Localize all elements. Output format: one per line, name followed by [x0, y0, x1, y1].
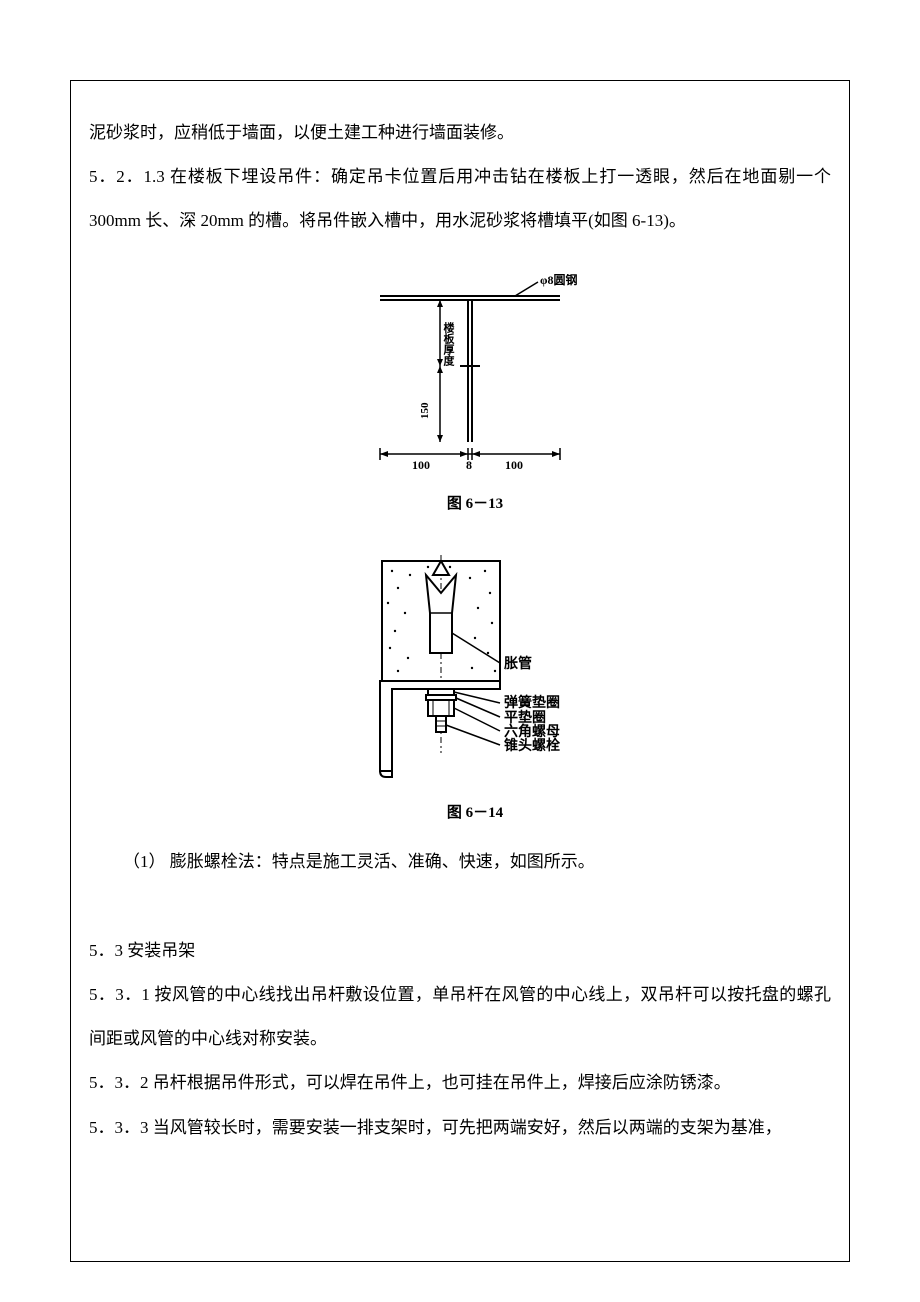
figure-6-13: φ8圆钢 楼板厚度 150 100 — [119, 274, 831, 513]
fig13-dim-right: 100 — [505, 458, 523, 472]
paragraph-4: 5．3 安装吊架 — [89, 929, 831, 973]
fig13-dim-mid: 8 — [466, 458, 472, 472]
paragraph-1: 泥砂浆时，应稍低于墙面，以便土建工种进行墙面装修。 — [89, 111, 831, 155]
fig14-label-3: 平垫圈 — [504, 709, 546, 726]
figure-6-14: 胀管 弹簧垫圈 平垫圈 六角螺母 锥头螺栓 图 6－14 — [119, 553, 831, 822]
page-frame: 泥砂浆时，应稍低于墙面，以便土建工种进行墙面装修。 5．2．1.3 在楼板下埋设… — [70, 80, 850, 1262]
paragraph-3: （1） 膨胀螺栓法：特点是施工灵活、准确、快速，如图所示。 — [89, 840, 831, 884]
paragraph-6: 5．3．2 吊杆根据吊件形式，可以焊在吊件上，也可挂在吊件上，焊接后应涂防锈漆。 — [89, 1061, 831, 1105]
fig14-label-4: 六角螺母 — [504, 723, 560, 740]
figure-6-13-svg: φ8圆钢 楼板厚度 150 100 — [360, 274, 590, 484]
figure-6-13-caption: 图 6－13 — [447, 492, 503, 513]
fig13-dim-left: 100 — [412, 458, 430, 472]
paragraph-5: 5．3．1 按风管的中心线找出吊杆敷设位置，单吊杆在风管的中心线上，双吊杆可以按… — [89, 973, 831, 1061]
fig13-label-150: 150 — [419, 402, 431, 419]
fig13-label-vert: 楼板厚度 — [442, 320, 455, 366]
fig13-label-top: φ8圆钢 — [540, 274, 578, 287]
fig14-label-1: 胀管 — [504, 655, 532, 672]
paragraph-2: 5．2．1.3 在楼板下埋设吊件：确定吊卡位置后用冲击钻在楼板上打一透眼，然后在… — [89, 155, 831, 243]
figure-6-14-caption: 图 6－14 — [447, 801, 503, 822]
fig14-label-2: 弹簧垫圈 — [504, 694, 560, 711]
fig14-label-5: 锥头螺栓 — [504, 737, 560, 754]
figure-6-14-svg: 胀管 弹簧垫圈 平垫圈 六角螺母 锥头螺栓 — [340, 553, 610, 793]
paragraph-7: 5．3．3 当风管较长时，需要安装一排支架时，可先把两端安好，然后以两端的支架为… — [89, 1106, 831, 1150]
